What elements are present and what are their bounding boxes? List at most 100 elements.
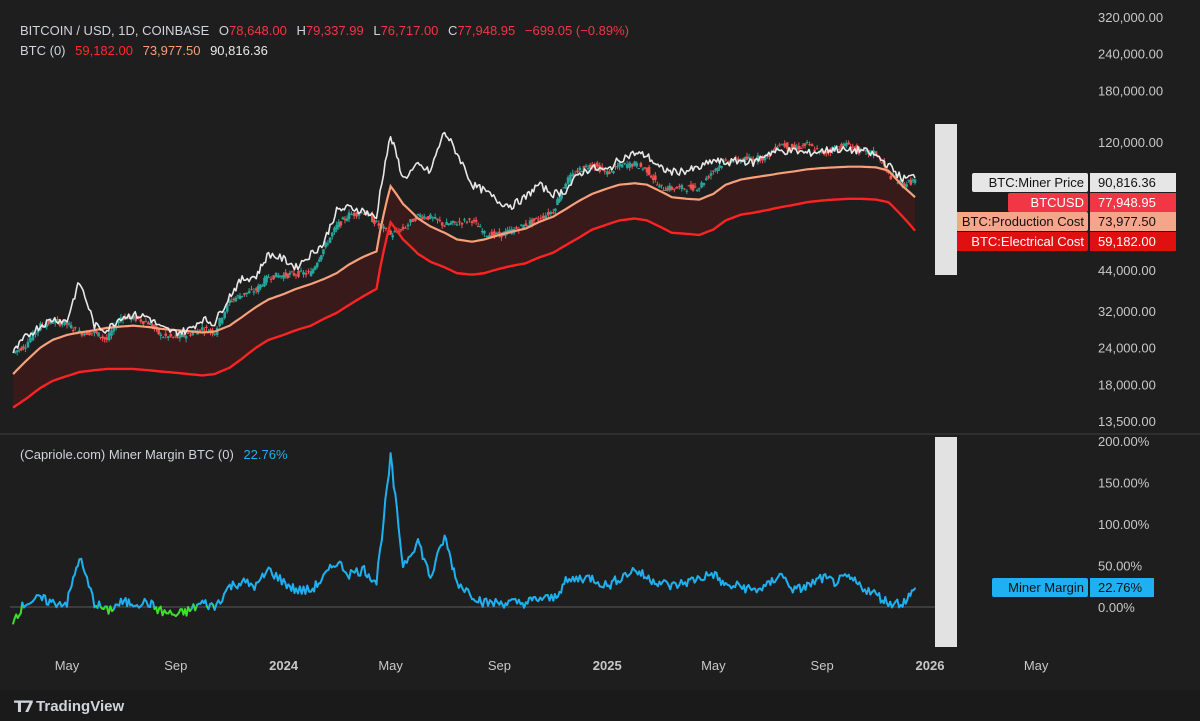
candle-body: [474, 219, 478, 222]
margin-segment: [269, 567, 274, 577]
candle-body: [558, 197, 561, 202]
candle-body: [157, 329, 160, 335]
candle-body: [34, 332, 37, 335]
candle-body: [272, 275, 275, 280]
candle-body: [317, 259, 321, 262]
candle-body: [578, 167, 582, 171]
candle-body: [436, 218, 439, 221]
candle-body: [463, 219, 466, 221]
margin-segment: [560, 583, 564, 594]
margin-segment: [420, 546, 424, 560]
candle-body: [431, 217, 435, 219]
candle-body: [406, 224, 410, 227]
margin-segment: [884, 596, 888, 605]
candle-body: [333, 227, 336, 233]
candle-body: [780, 144, 784, 146]
axes: May Sep 2024 May Sep 2025 May Sep 2026 May 320,000…: [55, 10, 1163, 673]
candle-body: [909, 179, 913, 185]
candle-body: [322, 249, 325, 255]
candle-body: [424, 218, 428, 220]
margin-segment: [641, 569, 645, 580]
x-tick-label: May: [1024, 658, 1049, 673]
candle-body: [420, 217, 424, 220]
candle-body: [495, 232, 499, 235]
candle-body: [700, 182, 703, 188]
candle-body: [335, 224, 338, 230]
candle-body: [680, 185, 684, 189]
candle-body: [552, 212, 555, 214]
candle-body: [907, 179, 911, 182]
candle-body: [375, 220, 378, 222]
candle-body: [228, 299, 231, 304]
candle-body: [292, 273, 296, 276]
candle-body: [247, 290, 251, 294]
candle-body: [790, 143, 794, 149]
candle-body: [720, 166, 723, 168]
candle-body: [820, 150, 824, 153]
margin-legend-value: 22.76%: [243, 447, 288, 462]
candle-body: [259, 284, 262, 289]
candle-body: [230, 301, 234, 303]
candle-body: [347, 212, 351, 220]
candle-body: [630, 164, 634, 167]
candle-body: [658, 185, 661, 188]
candle-body: [284, 272, 287, 277]
candle-body: [709, 173, 713, 176]
candle-body: [182, 333, 186, 337]
candle-body: [422, 216, 426, 218]
candle-body: [236, 295, 240, 297]
margin-segment: [66, 591, 70, 608]
y-tick-label: 120,000.00: [1098, 135, 1163, 150]
candle-body: [488, 235, 491, 238]
candle-body: [433, 216, 437, 219]
candle-body: [813, 149, 816, 152]
candle-body: [903, 183, 906, 187]
candle-body: [176, 337, 180, 339]
candle-body: [101, 336, 104, 339]
candle-body: [763, 155, 767, 161]
candle-body: [637, 168, 641, 170]
candle-body: [847, 142, 850, 145]
candle-body: [311, 269, 315, 274]
badge-btcusd-value-bg: [1090, 193, 1176, 212]
candle-body: [614, 166, 617, 168]
candle-body: [536, 219, 540, 221]
margin-segment: [878, 592, 882, 604]
candle-body: [411, 218, 415, 222]
candle-body: [880, 162, 884, 164]
candle-body: [490, 231, 494, 238]
candle-body: [13, 351, 17, 354]
candle-body: [117, 321, 120, 324]
candle-body: [299, 270, 303, 272]
candle-body: [286, 273, 290, 278]
x-tick-label: Sep: [488, 658, 511, 673]
candle-body: [556, 199, 559, 205]
candle-body: [616, 166, 619, 168]
candle-body: [539, 217, 543, 219]
candle-body: [528, 220, 532, 225]
candle-body: [842, 143, 846, 147]
candle-body: [898, 180, 902, 183]
candle-body: [458, 221, 461, 223]
candle-body: [65, 323, 69, 325]
candle-body: [691, 184, 695, 191]
margin-segment: [380, 520, 385, 542]
candle-body: [220, 317, 224, 324]
margin-segment: [609, 580, 613, 590]
candle-body: [213, 333, 216, 335]
candle-body: [429, 214, 432, 219]
tradingview-logo[interactable]: T7 TradingView: [14, 696, 124, 716]
badge-margin-name: Miner Margin: [1008, 580, 1084, 595]
candle-body: [63, 320, 66, 325]
candle-body: [184, 335, 188, 339]
candle-body: [47, 320, 51, 324]
candle-body: [382, 226, 385, 229]
y-tick-label: 13,500.00: [1098, 414, 1156, 429]
chart-svg[interactable]: May Sep 2024 May Sep 2025 May Sep 2026 May 320,000…: [0, 0, 1200, 690]
candle-body: [801, 145, 805, 147]
time-highlight-main: [935, 124, 957, 275]
candle-body: [313, 266, 317, 270]
margin-segment: [253, 581, 258, 591]
badge-miner-price-name-bg: [972, 173, 1088, 192]
margin-legend: (Capriole.com) Miner Margin BTC (0) 22.7…: [20, 447, 288, 462]
